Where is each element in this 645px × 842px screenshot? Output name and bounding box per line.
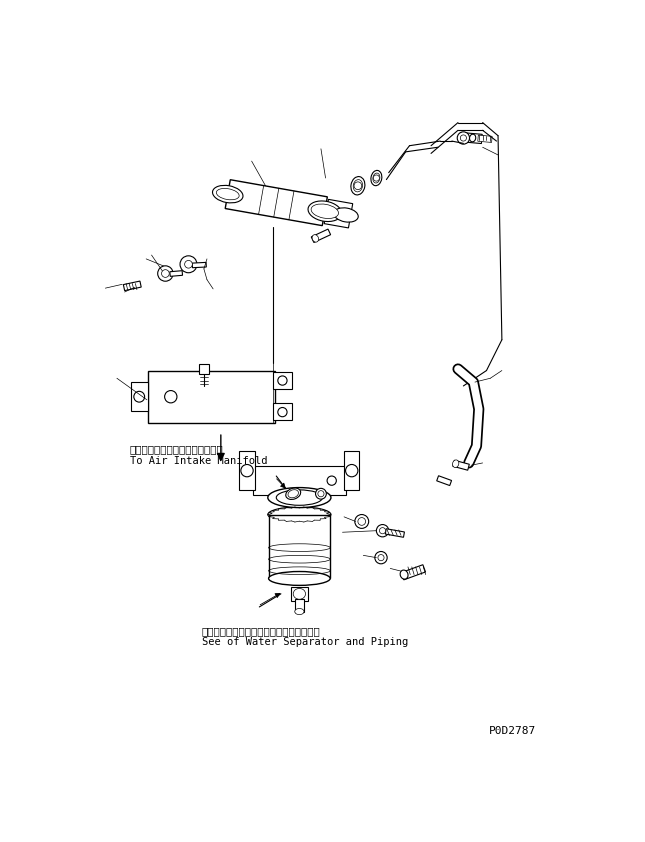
Ellipse shape [353,179,362,192]
Circle shape [134,392,144,402]
Bar [273,372,292,389]
Ellipse shape [400,570,408,579]
Circle shape [278,408,287,417]
Bar [148,370,275,423]
Ellipse shape [286,488,301,499]
Polygon shape [291,587,308,601]
Polygon shape [225,179,328,226]
Polygon shape [295,600,304,611]
Circle shape [377,525,389,537]
Text: To Air Intake Manifold: To Air Intake Manifold [130,456,268,466]
Polygon shape [437,476,451,486]
Circle shape [327,476,336,485]
Circle shape [278,376,287,385]
Polygon shape [460,132,482,143]
Polygon shape [453,461,470,470]
Ellipse shape [268,572,330,585]
Bar [344,451,359,490]
Circle shape [378,555,384,561]
Circle shape [157,266,173,281]
Ellipse shape [216,189,239,200]
Bar [273,402,292,420]
Polygon shape [199,365,208,374]
Text: P0D2787: P0D2787 [489,726,536,736]
Circle shape [184,260,192,268]
Ellipse shape [308,201,342,221]
Circle shape [354,182,362,189]
Polygon shape [170,270,183,276]
Ellipse shape [311,204,339,218]
Circle shape [315,488,326,499]
Polygon shape [478,135,492,142]
Ellipse shape [373,173,380,183]
Ellipse shape [371,170,382,186]
Circle shape [180,256,197,273]
Polygon shape [312,229,331,242]
Circle shape [161,269,169,277]
Ellipse shape [276,490,322,505]
Ellipse shape [453,460,459,467]
Ellipse shape [268,507,331,522]
Ellipse shape [334,208,358,222]
Ellipse shape [295,609,304,615]
Circle shape [373,175,379,181]
Circle shape [379,528,386,534]
Polygon shape [192,263,206,268]
Circle shape [346,465,358,477]
Circle shape [457,132,470,144]
Ellipse shape [268,488,331,508]
Circle shape [241,465,253,477]
Ellipse shape [293,589,306,600]
Circle shape [461,135,466,141]
Polygon shape [385,529,404,537]
Polygon shape [123,281,141,290]
Circle shape [375,552,387,564]
Ellipse shape [351,177,365,195]
Bar [268,514,330,578]
Polygon shape [401,565,426,580]
Ellipse shape [312,235,319,242]
Ellipse shape [212,185,243,203]
Text: エアーインテークマニホールドへ: エアーインテークマニホールドへ [130,445,224,454]
Text: See of Water Separator and Piping: See of Water Separator and Piping [202,637,408,647]
Ellipse shape [470,134,476,141]
Circle shape [318,491,324,497]
Circle shape [358,518,366,525]
Polygon shape [324,200,353,228]
Circle shape [164,391,177,402]
Bar [131,382,148,412]
Bar [239,451,255,490]
Circle shape [355,514,369,529]
Bar [253,466,346,495]
Text: ウォータセパレータおよびパイピング参照: ウォータセパレータおよびパイピング参照 [202,626,321,636]
Ellipse shape [288,490,299,498]
